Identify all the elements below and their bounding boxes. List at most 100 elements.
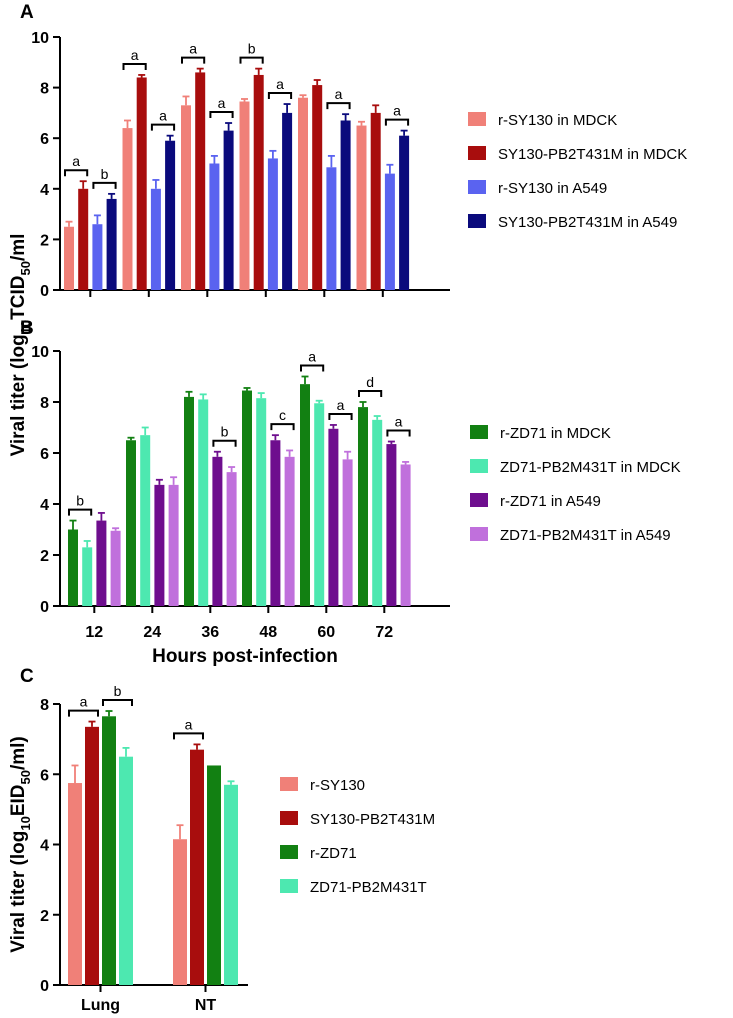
- panel-b-bar: [184, 396, 194, 606]
- panel-b-bar: [270, 440, 281, 606]
- panel-b-significance-bracket: [270, 423, 295, 431]
- panel-a-significance-bracket: [209, 111, 234, 119]
- panel-b-y-tick-label: 4: [40, 497, 49, 514]
- panel-b-y-tick-label: 8: [40, 395, 49, 412]
- panel-a-bar: [298, 97, 308, 290]
- panel-c-significance-bracket: [68, 709, 99, 717]
- panel-b-legend-label: ZD71-PB2M431T in A549: [500, 527, 671, 544]
- panel-b-significance-bracket: [300, 364, 325, 372]
- panel-c-y-tick-label: 2: [40, 908, 49, 925]
- panel-a-bar: [209, 163, 220, 290]
- panel-b-x-tick-label: 24: [143, 624, 161, 641]
- panel-letter-a: A: [20, 2, 34, 23]
- panel-b-x-tick-label: 48: [259, 624, 277, 641]
- panel-c-y-tick-label: 4: [40, 838, 49, 855]
- panel-letter-b: B: [20, 318, 34, 339]
- panel-a-bar: [150, 188, 161, 290]
- panel-c-x-tick-label: Lung: [81, 997, 120, 1014]
- panel-b-bar: [68, 529, 78, 606]
- panel-b-legend-label: r-ZD71 in A549: [500, 493, 601, 510]
- panel-a-bar: [370, 112, 381, 291]
- panel-a-significance-bracket: [267, 92, 293, 100]
- panel-a-bar: [181, 105, 191, 290]
- panel-c-y-axis-title: Viral titer (log10EID50/ml): [8, 736, 33, 953]
- panel-b-bar: [154, 484, 165, 606]
- panel-b-bar: [198, 399, 209, 606]
- panel-c-significance-label: b: [114, 683, 122, 699]
- panel-b-x-tick-label: 72: [375, 624, 393, 641]
- panel-b-bar: [300, 384, 310, 606]
- panel-a-legend-swatch: [468, 214, 486, 228]
- panel-b-bar: [226, 472, 237, 606]
- panel-a-significance-label: a: [335, 86, 343, 102]
- panel-b-bar: [168, 484, 179, 606]
- panel-a-bar: [239, 101, 250, 290]
- panel-a-bar: [136, 77, 147, 290]
- panel-c-chart: 0 2 4 6 8 Lung NT a b a r-SY130 SY130-PB2T431M r-ZD7…: [8, 683, 435, 1014]
- panel-b-bar: [96, 520, 107, 606]
- panel-a-significance-bracket: [384, 118, 410, 126]
- panel-c-significance-label: a: [185, 716, 193, 732]
- panel-b-significance-label: a: [395, 414, 403, 430]
- panel-a-significance-bracket: [92, 181, 117, 189]
- panel-b-significance-label: d: [366, 374, 374, 390]
- panel-a-significance-bracket: [122, 62, 147, 70]
- panel-b-y-tick-label: 0: [40, 599, 49, 616]
- panel-c-legend-swatch: [280, 811, 298, 825]
- panel-b-bar: [400, 464, 411, 606]
- panel-a-significance-label: a: [393, 103, 401, 119]
- panel-a-bar: [78, 188, 89, 290]
- panel-a-legend-swatch: [468, 180, 486, 194]
- panel-a-bar: [106, 198, 117, 290]
- panel-letter-c: C: [20, 666, 34, 687]
- panel-b-bar: [372, 419, 383, 606]
- panel-a-y-tick-label: 8: [40, 81, 49, 98]
- panel-a-y-tick-label: 4: [40, 182, 49, 199]
- panel-c-significance-bracket: [102, 699, 133, 707]
- panel-a-y-tick-label: 6: [40, 131, 49, 148]
- panel-a-bar: [223, 130, 234, 290]
- panel-b-legend-swatch: [470, 493, 488, 507]
- panel-a-significance-label: b: [101, 166, 109, 182]
- panel-a-significance-bracket: [326, 102, 351, 110]
- panel-c-legend-swatch: [280, 879, 298, 893]
- panel-a-significance-label: a: [159, 108, 167, 124]
- panel-c-bar: [68, 783, 82, 985]
- panel-a-significance-bracket: [181, 56, 206, 64]
- panel-b-bar: [342, 459, 353, 606]
- panel-a-bar: [312, 85, 323, 290]
- panel-a-significance-label: b: [248, 41, 256, 57]
- panel-b-y-tick-label: 10: [31, 344, 49, 361]
- panel-b-significance-label: a: [308, 349, 316, 365]
- panel-b-x-tick-label: 60: [317, 624, 335, 641]
- panel-a-significance-label: a: [72, 153, 80, 169]
- panel-a-significance-bracket: [64, 169, 89, 177]
- panel-a-bar: [384, 173, 395, 290]
- panel-b-significance-bracket: [328, 412, 353, 420]
- panel-c-legend-label: SY130-PB2T431M: [310, 811, 435, 828]
- panel-a-significance-bracket: [150, 123, 176, 131]
- panel-a-significance-label: a: [276, 76, 284, 92]
- panel-b-significance-bracket: [358, 390, 383, 397]
- panel-b-x-tick-label: 12: [85, 624, 103, 641]
- panel-b-bar: [284, 456, 295, 606]
- panel-c-legend-label: r-SY130: [310, 777, 365, 794]
- panel-b-bar: [328, 428, 339, 606]
- panel-c-bar: [224, 784, 238, 985]
- panel-c-legend-swatch: [280, 777, 298, 791]
- panel-a-legend-swatch: [468, 146, 486, 160]
- panel-a-significance-label: a: [189, 41, 197, 57]
- panel-b-bar: [314, 403, 325, 606]
- panel-b-significance-label: b: [221, 424, 229, 440]
- panel-b-significance-bracket: [212, 439, 237, 447]
- panel-c-bar: [173, 839, 187, 985]
- panel-b-legend-label: ZD71-PB2M431T in MDCK: [500, 459, 681, 476]
- panel-a-y-tick-label: 10: [31, 30, 49, 47]
- panel-a-bar: [122, 128, 133, 290]
- panel-c-bar: [190, 749, 204, 985]
- panel-c-legend-label: ZD71-PB2M431T: [310, 879, 427, 896]
- panel-b-legend-label: r-ZD71 in MDCK: [500, 425, 611, 442]
- panel-a-legend-label: r-SY130 in MDCK: [498, 112, 617, 129]
